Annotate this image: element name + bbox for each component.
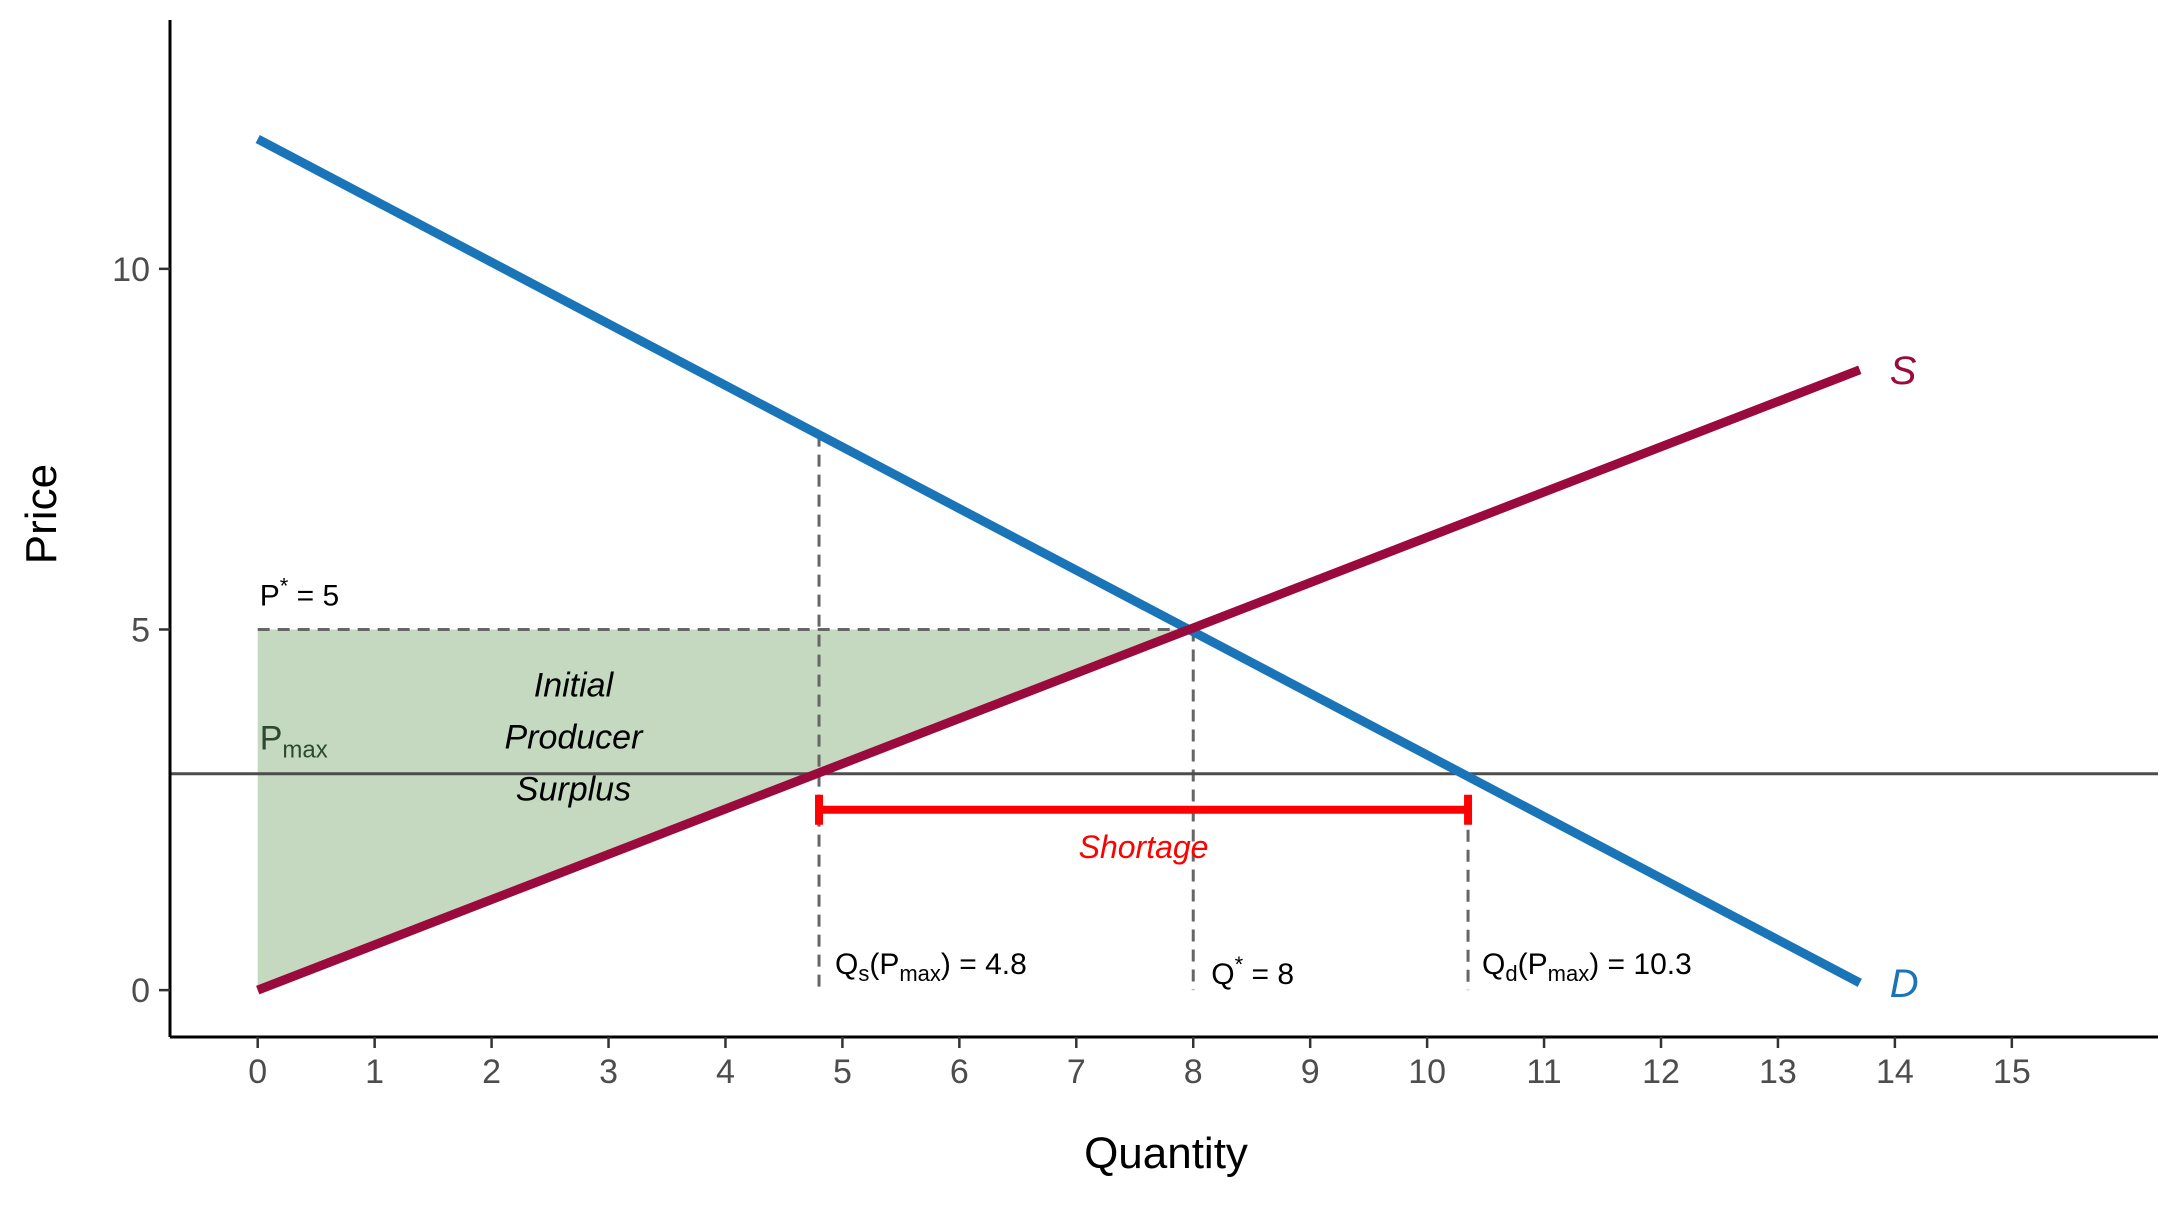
qd-at-pmax-label: Qd(Pmax) = 10.3 [1482,948,1692,986]
x-tick-label: 15 [1993,1053,2031,1091]
x-tick-label: 4 [716,1053,735,1091]
p-max-label: Pmax [260,720,328,764]
x-tick-label: 1 [365,1053,384,1091]
surplus-label-line: Initial [534,667,615,705]
x-tick-label: 14 [1876,1053,1914,1091]
x-tick-label: 10 [1408,1053,1446,1091]
y-tick-label: 0 [131,972,150,1010]
x-tick-label: 3 [599,1053,618,1091]
q-star-label: Q* = 8 [1211,952,1294,991]
x-tick-label: 9 [1301,1053,1320,1091]
x-tick-label: 6 [950,1053,969,1091]
x-tick-label: 2 [482,1053,501,1091]
x-tick-label: 5 [833,1053,852,1091]
p-star-label: P* = 5 [260,573,339,612]
x-tick-label: 0 [248,1053,267,1091]
shortage-label: Shortage [1079,829,1209,865]
demand-curve [255,135,1862,987]
demand-curve-label: D [1890,962,1919,1006]
qs-at-pmax-label: Qs(Pmax) = 4.8 [835,948,1027,986]
surplus-label-line: Producer [504,719,644,757]
x-tick-label: 13 [1759,1053,1797,1091]
supply-curve [256,365,1862,995]
surplus-label-line: Surplus [516,771,631,809]
x-tick-label: 12 [1642,1053,1680,1091]
x-tick-label: 8 [1184,1053,1203,1091]
y-axis-title: Price [17,464,66,564]
x-axis-title: Quantity [1084,1129,1248,1178]
y-tick-label: 10 [112,251,150,289]
y-tick-label: 5 [131,611,150,649]
supply-curve-label: S [1890,349,1917,393]
x-tick-label: 11 [1526,1053,1561,1091]
x-tick-label: 7 [1067,1053,1086,1091]
